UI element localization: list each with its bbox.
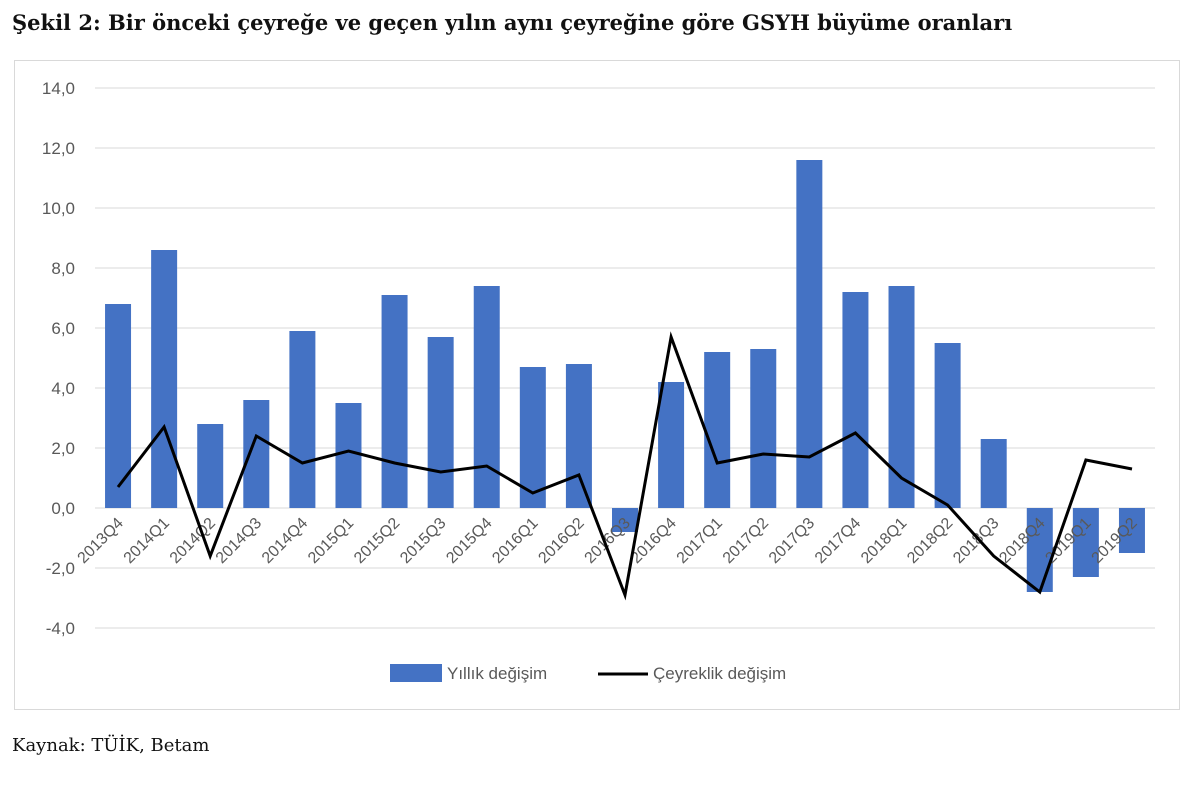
x-tick-label: 2016Q3	[582, 515, 634, 567]
bar	[704, 352, 731, 508]
figure-title: Şekil 2: Bir önceki çeyreğe ve geçen yıl…	[12, 10, 1013, 35]
x-tick-label: 2014Q1	[121, 515, 173, 567]
y-tick-label: 4,0	[51, 379, 75, 398]
legend-bar-swatch	[390, 664, 442, 682]
y-tick-label: 0,0	[51, 499, 75, 518]
bar	[197, 424, 224, 508]
y-axis-ticks: 14,0 12,0 10,0 8,0 6,0 4,0 2,0 0,0 -2,0 -4,0	[42, 79, 75, 638]
chart-svg: 14,0 12,0 10,0 8,0 6,0 4,0 2,0 0,0 -2,0 -4,0 2013…	[42, 79, 1155, 683]
y-tick-label: 12,0	[42, 139, 75, 158]
x-tick-label: 2013Q4	[75, 515, 127, 567]
gridlines	[95, 87, 1155, 629]
y-tick-label: -2,0	[46, 559, 75, 578]
x-tick-label: 2015Q3	[397, 515, 449, 567]
line-series	[116, 331, 1133, 601]
y-tick-label: 6,0	[51, 319, 75, 338]
bar	[888, 286, 915, 508]
x-tick-label: 2014Q2	[167, 515, 219, 567]
x-tick-label: 2014Q3	[213, 515, 265, 567]
bar	[1072, 508, 1099, 577]
legend-line-label: Çeyreklik değişim	[653, 664, 786, 683]
bar	[980, 439, 1007, 508]
bar	[1118, 508, 1145, 553]
y-tick-label: -4,0	[46, 619, 75, 638]
bar	[381, 295, 408, 508]
y-tick-label: 14,0	[42, 79, 75, 98]
x-tick-label: 2016Q2	[535, 515, 587, 567]
bar	[151, 250, 178, 508]
x-tick-label: 2014Q4	[259, 515, 311, 567]
x-tick-label: 2018Q1	[858, 515, 910, 567]
bar-series	[105, 160, 1145, 592]
x-tick-label: 2018Q3	[950, 515, 1002, 567]
bar	[289, 331, 316, 508]
x-tick-label: 2016Q1	[489, 515, 541, 567]
bar	[934, 343, 961, 508]
bar	[796, 160, 823, 508]
bar	[750, 349, 777, 508]
x-tick-label: 2015Q2	[351, 515, 403, 567]
bar	[565, 364, 592, 508]
x-tick-label: 2017Q1	[674, 515, 726, 567]
bar	[335, 403, 362, 508]
bar	[473, 286, 500, 508]
x-tick-label: 2018Q2	[904, 515, 956, 567]
legend: Yıllık değişim Çeyreklik değişim	[390, 664, 786, 683]
x-tick-label: 2015Q4	[443, 515, 495, 567]
bar	[612, 508, 638, 532]
bar	[842, 292, 869, 508]
bar	[243, 400, 270, 508]
x-tick-label: 2017Q2	[720, 515, 772, 567]
y-tick-label: 10,0	[42, 199, 75, 218]
bar	[519, 367, 546, 508]
legend-bar-label: Yıllık değişim	[447, 664, 547, 683]
bar	[427, 337, 454, 508]
x-tick-label: 2015Q1	[305, 515, 357, 567]
bar	[658, 382, 685, 508]
x-tick-label: 2017Q3	[766, 515, 818, 567]
x-tick-label: 2017Q4	[812, 515, 864, 567]
chart-area: 14,0 12,0 10,0 8,0 6,0 4,0 2,0 0,0 -2,0 -4,0 2013…	[14, 60, 1180, 710]
source-note: Kaynak: TÜİK, Betam	[12, 735, 210, 756]
bar	[1026, 508, 1053, 592]
y-tick-label: 8,0	[51, 259, 75, 278]
y-tick-label: 2,0	[51, 439, 75, 458]
